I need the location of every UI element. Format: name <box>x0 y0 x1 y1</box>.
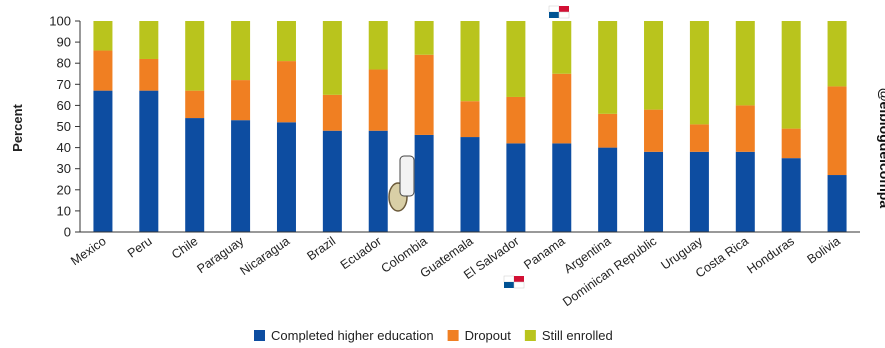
bar-dropout <box>414 54 434 135</box>
y-axis-title: Percent <box>10 103 25 151</box>
legend-label-completed: Completed higher education <box>271 328 434 343</box>
bar-completed <box>644 151 664 232</box>
bar-dropout <box>598 113 618 148</box>
legend: Completed higher education Dropout Still e… <box>254 328 613 343</box>
bar-completed <box>552 143 572 232</box>
bar-still-enrolled <box>231 21 251 81</box>
bar-still-enrolled <box>689 21 709 125</box>
bar-completed <box>827 175 847 232</box>
bar-dropout <box>93 50 113 91</box>
bar-dropout <box>231 80 251 121</box>
y-tick-label: 90 <box>57 35 71 50</box>
bar-dropout <box>322 94 342 131</box>
bars <box>93 21 847 232</box>
bar-still-enrolled <box>506 21 526 97</box>
bar-dropout <box>506 96 526 144</box>
bar-completed <box>139 90 159 232</box>
bar-still-enrolled <box>460 21 480 102</box>
bar-still-enrolled <box>552 21 572 74</box>
x-tick-label: Peru <box>125 234 155 261</box>
bar-dropout <box>552 73 572 144</box>
x-tick-label: Honduras <box>744 234 796 277</box>
bar-still-enrolled <box>644 21 664 110</box>
panama-flag-icon <box>548 5 570 19</box>
bar-still-enrolled <box>139 21 159 59</box>
bar-completed <box>276 122 296 232</box>
legend-swatch-completed <box>254 330 265 341</box>
legend-label-dropout: Dropout <box>465 328 512 343</box>
bar-completed <box>231 120 251 232</box>
bar-still-enrolled <box>781 21 801 129</box>
bar-completed <box>689 151 709 232</box>
bar-dropout <box>185 90 205 119</box>
bar-completed <box>781 158 801 232</box>
bar-dropout <box>735 105 755 152</box>
bar-still-enrolled <box>93 21 113 51</box>
bar-completed <box>322 130 342 232</box>
y-tick-label: 50 <box>57 119 71 134</box>
bar-still-enrolled <box>185 21 205 91</box>
legend-swatch-dropout <box>447 330 459 341</box>
bar-completed <box>414 134 434 232</box>
y-tick-label: 100 <box>49 14 71 29</box>
y-tick-label: 20 <box>57 182 71 197</box>
bar-dropout <box>689 124 709 152</box>
bar-dropout <box>460 101 480 138</box>
legend-label-still-enrolled: Still enrolled <box>542 328 613 343</box>
bar-completed <box>185 118 205 232</box>
bar-dropout <box>827 86 847 176</box>
bar-still-enrolled <box>368 21 388 70</box>
bar-dropout <box>276 61 296 123</box>
bar-completed <box>93 90 113 232</box>
bar-still-enrolled <box>322 21 342 95</box>
y-tick-label: 30 <box>57 161 71 176</box>
x-tick-label: Bolivia <box>805 234 843 267</box>
bar-still-enrolled <box>598 21 618 114</box>
bar-dropout <box>368 69 388 131</box>
y-tick-label: 70 <box>57 77 71 92</box>
panama-flag-icon <box>503 275 525 289</box>
legend-swatch-still-enrolled <box>524 330 536 341</box>
bar-completed <box>506 143 526 232</box>
y-tick-label: 80 <box>57 56 71 71</box>
y-tick-label: 0 <box>64 225 71 240</box>
x-tick-label: Brazil <box>304 234 338 263</box>
y-axis-ticks: 0 10 20 30 40 50 60 70 80 90 100 <box>49 14 80 240</box>
bar-completed <box>460 137 480 232</box>
bar-completed <box>368 130 388 232</box>
bar-still-enrolled <box>276 21 296 62</box>
bar-dropout <box>644 109 664 152</box>
x-tick-label: Nicaragua <box>237 234 292 278</box>
x-tick-label: Chile <box>169 234 200 262</box>
watermark-handle: @elblogdelcompa <box>877 88 885 208</box>
bar-still-enrolled <box>827 21 847 87</box>
bar-completed <box>735 151 755 232</box>
bar-dropout <box>139 58 159 91</box>
x-tick-label: Panama <box>521 234 567 272</box>
bar-still-enrolled <box>735 21 755 106</box>
y-tick-label: 60 <box>57 98 71 113</box>
x-tick-label: Mexico <box>68 234 109 268</box>
y-tick-label: 40 <box>57 140 71 155</box>
y-tick-label: 10 <box>57 203 71 218</box>
bar-completed <box>598 147 618 232</box>
bar-still-enrolled <box>414 21 434 55</box>
watermark-logo <box>388 155 415 212</box>
bar-dropout <box>781 128 801 159</box>
x-tick-label: Ecuador <box>338 234 384 272</box>
